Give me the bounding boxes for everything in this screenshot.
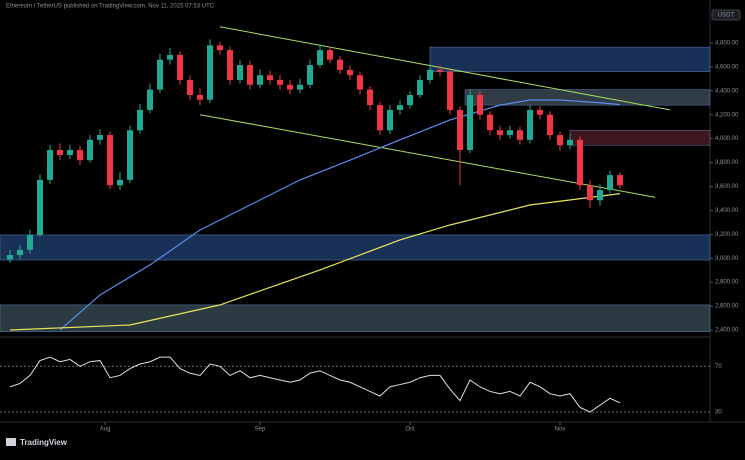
candle-body [367,89,373,106]
moving-average [59,99,621,331]
chart-title: Ethereum / TetherUS published on Trading… [6,4,215,10]
y-tick-label: 4,600.00 [715,64,739,70]
candle-body [567,139,573,146]
candle-body [67,149,73,156]
y-tick-label: 2,400.00 [715,328,739,334]
candle-body [157,59,163,90]
candle-body [607,175,613,191]
candle-body [207,45,213,100]
candle-body [377,105,383,131]
candle-body [577,139,583,186]
candle-body [227,50,233,81]
moving-average [9,193,621,331]
candle-body [437,69,443,72]
zone [0,234,711,261]
candle-body [537,109,543,115]
x-tick-label: Sep [255,427,266,433]
y-tick-label: 2,800.00 [715,280,739,286]
candle-body [237,65,243,81]
candle-body [257,75,263,85]
y-tick-label: 4,800.00 [715,41,739,47]
candle-body [337,59,343,70]
candle-body [187,80,193,95]
candle-body [77,149,83,161]
candle-body [547,114,553,136]
currency-button-label: USDT [718,13,735,19]
plot-area: 2,400.00 2,600.00 2,800.00 3,000.00 3,200.00… [0,26,739,433]
candle-body [317,50,323,66]
candle-body [497,130,503,136]
candle-body [147,89,153,110]
y-tick-label: 4,200.00 [715,112,739,118]
zone [0,304,711,333]
candle-body [17,249,23,256]
y-tick-label: 4,000.00 [715,136,739,142]
candle-body [177,54,183,81]
candle-body [7,255,13,260]
rsi-line [9,356,621,413]
y-tick-label: 3,800.00 [715,160,739,166]
candle-body [107,135,113,186]
candle-body [167,54,173,60]
candle-body [347,69,353,76]
candle-body [397,105,403,110]
candle-body [427,69,433,81]
candle-body [37,179,43,235]
zone [429,46,711,72]
brand: TradingView [20,438,68,447]
rsi-tick-label: 30 [715,410,722,416]
candle-body [297,84,303,90]
candle-body [277,80,283,85]
candle-body [417,80,423,95]
rsi-tick-label: 70 [715,364,722,370]
candle-body [517,130,523,140]
candle-body [477,94,483,115]
x-tick-label: Aug [100,427,111,433]
channel-line [219,26,671,111]
y-tick-label: 3,200.00 [715,232,739,238]
y-tick-label: 4,400.00 [715,88,739,94]
y-tick-label: 3,400.00 [715,208,739,214]
candle-body [87,139,93,161]
candle-body [137,109,143,131]
candle-body [287,84,293,90]
candle-body [57,149,63,156]
brand-logo [6,438,16,446]
y-tick-label: 3,000.00 [715,256,739,262]
candle-body [197,94,203,100]
candle-body [407,94,413,106]
candle-body [267,75,273,81]
candle-body [617,175,623,186]
zone [464,89,711,106]
y-tick-label: 2,600.00 [715,304,739,310]
candle-body [327,50,333,60]
candle-body [447,71,453,110]
candle-body [247,65,253,85]
x-tick-label: Oct [405,427,415,433]
candle-body [507,130,513,136]
candle-body [527,109,533,140]
currency-button[interactable] [711,9,741,21]
candle-body [27,234,33,250]
candle-body [457,109,463,150]
x-tick-label: Nov [555,427,566,433]
candle-body [127,130,133,180]
candle-body [467,94,473,150]
candle-body [387,109,393,131]
candle-body [47,149,53,180]
candle-body [487,114,493,131]
candle-body [117,179,123,186]
candle-body [217,45,223,51]
candle-body [97,135,103,140]
candle-body [307,65,313,85]
y-tick-label: 3,600.00 [715,184,739,190]
zone [569,130,711,146]
candle-body [557,135,563,146]
candle-body [597,190,603,201]
candle-body [357,75,363,90]
candle-body [587,185,593,201]
